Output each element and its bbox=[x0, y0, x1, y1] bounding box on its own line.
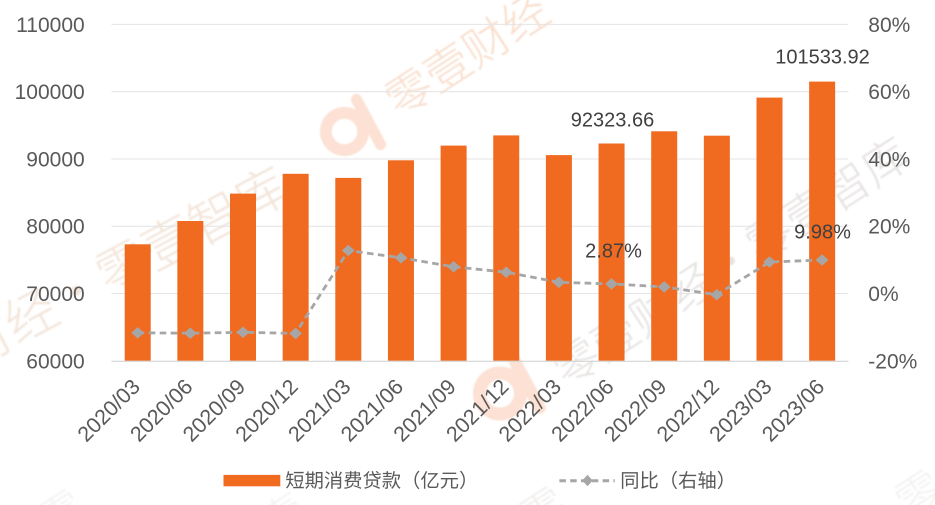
svg-text:90000: 90000 bbox=[26, 149, 84, 172]
svg-text:70000: 70000 bbox=[26, 283, 84, 306]
svg-text:101533.92: 101533.92 bbox=[775, 47, 870, 69]
svg-text:0%: 0% bbox=[868, 283, 898, 306]
svg-text:-20%: -20% bbox=[868, 350, 917, 373]
svg-text:110000: 110000 bbox=[16, 14, 85, 37]
svg-text:2.87%: 2.87% bbox=[585, 241, 642, 263]
svg-text:80000: 80000 bbox=[26, 216, 84, 239]
svg-text:100000: 100000 bbox=[15, 81, 85, 104]
svg-text:80%: 80% bbox=[868, 14, 910, 37]
svg-text:9.98%: 9.98% bbox=[794, 221, 851, 243]
svg-text:60%: 60% bbox=[868, 81, 910, 104]
svg-text:40%: 40% bbox=[868, 149, 910, 172]
svg-text:20%: 20% bbox=[868, 216, 910, 239]
svg-text:92323.66: 92323.66 bbox=[571, 110, 654, 132]
svg-text:60000: 60000 bbox=[26, 350, 84, 373]
